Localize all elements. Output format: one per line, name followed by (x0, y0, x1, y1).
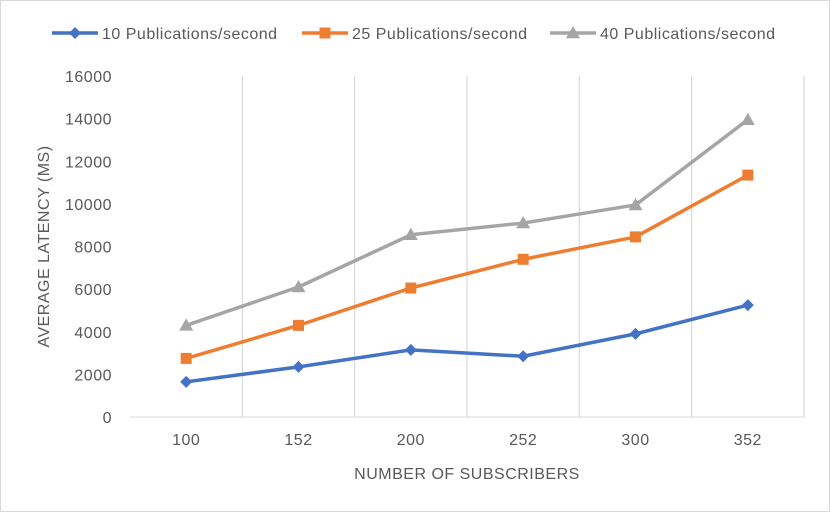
data-point (741, 299, 754, 312)
data-point (180, 375, 193, 388)
series-3 (179, 112, 755, 331)
legend-label: 25 Publications/second (352, 26, 528, 43)
x-tick-label: 252 (509, 432, 537, 449)
legend-marker (69, 27, 81, 39)
data-point (742, 169, 754, 181)
series-line (184, 173, 750, 361)
legend-item: 10 Publications/second (52, 26, 278, 43)
x-tick-label: 300 (621, 432, 649, 449)
data-point (180, 352, 192, 364)
legend: 10 Publications/second 25 Publications/se… (52, 26, 776, 43)
x-tick-label: 200 (397, 432, 425, 449)
data-point (740, 112, 755, 125)
data-point (629, 327, 642, 340)
data-point (291, 279, 306, 293)
data-point (404, 343, 417, 356)
legend-marker (319, 27, 331, 39)
series-2 (180, 169, 754, 364)
y-tick-label: 6000 (74, 282, 112, 299)
data-point (628, 197, 643, 211)
data-point (630, 231, 641, 243)
y-tick-label: 4000 (74, 325, 112, 342)
x-tick-label: 352 (734, 432, 762, 449)
legend-item: 25 Publications/second (302, 26, 528, 43)
series-line (184, 303, 750, 384)
y-tick-label: 14000 (65, 112, 112, 129)
y-tick-label: 16000 (65, 69, 112, 86)
series-lines (179, 112, 755, 388)
x-tick-labels: 100 152 200 252 300 352 (172, 432, 762, 449)
legend-label: 40 Publications/second (600, 26, 776, 43)
data-point (517, 350, 530, 363)
series-1 (180, 299, 754, 388)
y-tick-label: 2000 (74, 367, 112, 384)
y-tick-label: 10000 (65, 197, 112, 214)
data-point (405, 282, 417, 294)
y-tick-labels: 0 2000 4000 6000 8000 10000 12000 14000 16000 (65, 69, 112, 427)
y-tick-label: 8000 (74, 240, 112, 257)
y-tick-label: 12000 (65, 154, 112, 171)
gridlines (241, 76, 805, 417)
x-axis-title: NUMBER OF SUBSCRIBERS (354, 466, 580, 483)
data-point (403, 227, 418, 241)
x-tick-label: 100 (172, 432, 200, 449)
y-axis-title: AVERAGE LATENCY (MS) (36, 145, 53, 347)
data-point (516, 216, 531, 229)
legend-marker (566, 26, 580, 39)
data-point (292, 360, 305, 373)
legend-label: 10 Publications/second (102, 26, 278, 43)
data-point (179, 318, 194, 331)
x-tick-label: 152 (284, 432, 312, 449)
series-line (184, 117, 750, 328)
data-point (293, 319, 304, 331)
y-tick-label: 0 (103, 410, 112, 427)
data-point (517, 253, 529, 265)
legend-item: 40 Publications/second (550, 26, 776, 43)
